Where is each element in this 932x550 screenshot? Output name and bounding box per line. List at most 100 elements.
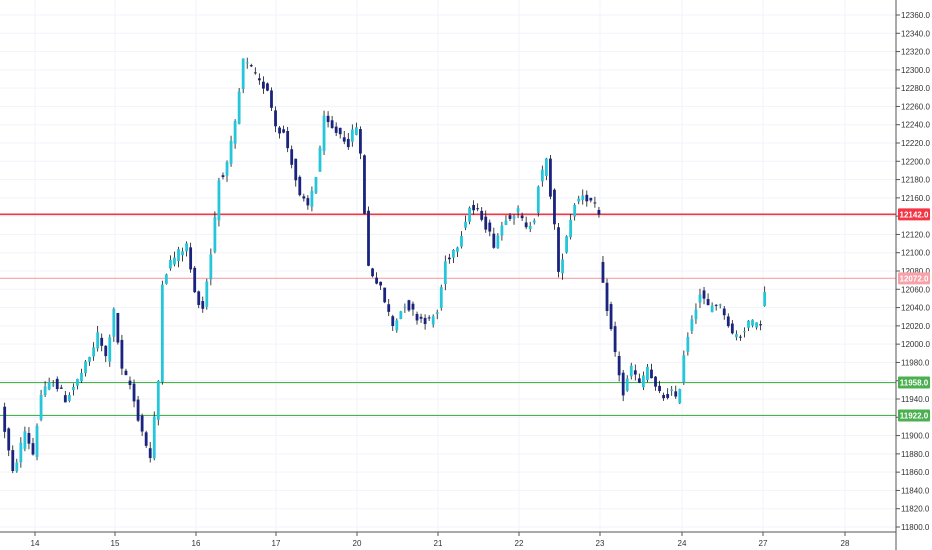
- candle-up: [92, 347, 96, 357]
- candle-up: [213, 217, 217, 252]
- level-badge-label: 12072.0: [900, 274, 929, 283]
- time-tick-label: 27: [759, 539, 768, 548]
- price-tick-label: 12120.0: [901, 230, 930, 239]
- candle-down: [508, 215, 512, 219]
- candle-down: [298, 176, 302, 196]
- candle-down: [379, 281, 383, 286]
- price-tick-label: 12180.0: [901, 176, 930, 185]
- candle-up: [209, 254, 213, 280]
- candle-up: [322, 115, 326, 152]
- candle-down: [290, 149, 294, 165]
- candle-up: [318, 147, 322, 172]
- grid: [0, 0, 896, 532]
- candle-down: [193, 267, 197, 293]
- level-badge-label: 11922.0: [900, 411, 929, 420]
- level-badge: [898, 376, 930, 389]
- candle-up: [88, 356, 91, 362]
- candle-up: [47, 382, 51, 390]
- candle-down: [282, 129, 286, 133]
- candle-up: [743, 331, 746, 333]
- candle-up: [751, 319, 754, 326]
- candle-down: [605, 282, 609, 312]
- candle-down: [116, 312, 120, 343]
- candle-up: [51, 384, 55, 386]
- time-tick-label: 23: [596, 539, 605, 548]
- candle-up: [399, 311, 403, 319]
- candle-down: [387, 304, 391, 312]
- candle-up: [678, 389, 682, 404]
- candle-down: [7, 428, 11, 451]
- price-tick-label: 12000.0: [901, 340, 930, 349]
- price-tick-label: 12080.0: [901, 267, 930, 276]
- candle-down: [549, 158, 552, 197]
- candle-up: [35, 425, 39, 457]
- candle-up: [686, 337, 690, 352]
- candle-down: [128, 380, 132, 386]
- candle-down: [132, 383, 136, 402]
- candle-up: [217, 180, 221, 221]
- price-tick-label: 12200.0: [901, 157, 930, 166]
- candle-down: [363, 155, 366, 214]
- time-tick-label: 14: [31, 539, 40, 548]
- price-tick-label: 12260.0: [901, 102, 930, 111]
- candle-up: [156, 380, 160, 420]
- candle-down: [31, 443, 35, 455]
- candle-down: [144, 432, 148, 446]
- price-tick-label: 11800.0: [901, 523, 930, 532]
- price-tick-label: 11820.0: [901, 505, 930, 514]
- candle-down: [346, 138, 350, 148]
- price-tick-label: 12320.0: [901, 48, 930, 57]
- price-tick-label: 11940.0: [901, 395, 930, 404]
- candle-down: [148, 448, 152, 459]
- candle-up: [540, 169, 544, 182]
- candle-up: [456, 247, 459, 252]
- candle-up: [181, 251, 184, 256]
- candle-down: [3, 406, 7, 432]
- candle-down: [55, 378, 59, 390]
- candle-up: [569, 219, 573, 238]
- candle-down: [484, 216, 488, 230]
- candle-down: [674, 391, 678, 397]
- candle-down: [658, 385, 661, 392]
- candle-down: [391, 316, 395, 327]
- level-badge: [898, 409, 930, 422]
- candle-down: [266, 83, 269, 91]
- candle-down: [739, 336, 742, 338]
- candle-down: [706, 299, 710, 306]
- candle-down: [59, 387, 63, 389]
- candle-down: [419, 316, 423, 319]
- level-badges: 12142.0 12072.0 11958.0 11922.0: [898, 208, 930, 422]
- candle-down: [654, 376, 657, 387]
- candle-up: [237, 91, 241, 124]
- time-tick-label: 20: [353, 539, 362, 548]
- candle-up: [350, 129, 354, 142]
- price-tick-label: 11860.0: [901, 468, 930, 477]
- candle-down: [302, 196, 306, 199]
- price-tick-label: 11840.0: [901, 486, 930, 495]
- candle-up: [544, 158, 548, 176]
- candle-up: [23, 431, 27, 449]
- candle-down: [359, 129, 362, 154]
- candle-down: [601, 261, 605, 283]
- candle-down: [621, 372, 625, 396]
- candle-up: [646, 366, 649, 380]
- candle-down: [367, 210, 370, 266]
- candle-up: [431, 316, 435, 325]
- time-tick-label: 28: [841, 539, 850, 548]
- candle-up: [629, 365, 633, 377]
- candle-up: [76, 378, 79, 386]
- candle-down: [371, 268, 374, 277]
- candle-up: [310, 190, 314, 207]
- candle-up: [532, 220, 536, 223]
- candle-up: [19, 442, 23, 463]
- candle-up: [108, 337, 112, 362]
- candle-down: [257, 78, 261, 81]
- candle-up: [67, 394, 71, 401]
- candle-down: [557, 227, 560, 272]
- candle-up: [755, 322, 758, 328]
- time-tick-label: 24: [678, 539, 687, 548]
- candle-down: [326, 115, 330, 123]
- candle-up: [43, 386, 47, 396]
- candle-up: [581, 195, 585, 200]
